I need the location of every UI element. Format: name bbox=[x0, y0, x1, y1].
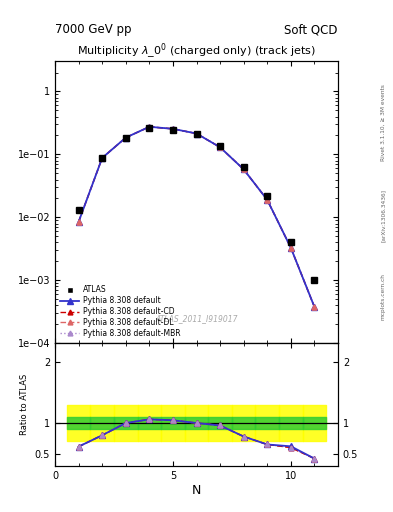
Pythia 8.308 default-CD bbox=[312, 304, 317, 310]
Pythia 8.308 default-CD bbox=[76, 219, 81, 225]
Text: 7000 GeV pp: 7000 GeV pp bbox=[55, 23, 132, 36]
Pythia 8.308 default-MBR bbox=[218, 144, 222, 151]
Pythia 8.308 default-MBR bbox=[100, 155, 105, 161]
Pythia 8.308 default-MBR bbox=[76, 219, 81, 225]
Pythia 8.308 default-CD bbox=[123, 135, 128, 141]
Pythia 8.308 default bbox=[312, 304, 317, 310]
Pythia 8.308 default-MBR bbox=[171, 126, 175, 132]
ATLAS bbox=[218, 143, 222, 150]
Pythia 8.308 default-CD bbox=[265, 197, 270, 203]
Pythia 8.308 default-CD bbox=[218, 144, 222, 151]
Pythia 8.308 default bbox=[194, 131, 199, 137]
Pythia 8.308 default bbox=[265, 197, 270, 203]
Line: ATLAS: ATLAS bbox=[75, 125, 318, 284]
Pythia 8.308 default bbox=[147, 124, 152, 130]
Pythia 8.308 default-DL bbox=[312, 304, 317, 310]
Pythia 8.308 default-CD bbox=[171, 126, 175, 132]
Line: Pythia 8.308 default-CD: Pythia 8.308 default-CD bbox=[76, 124, 317, 309]
Pythia 8.308 default bbox=[76, 219, 81, 225]
Pythia 8.308 default-DL bbox=[123, 135, 128, 141]
Pythia 8.308 default-MBR bbox=[123, 135, 128, 141]
Pythia 8.308 default-CD bbox=[288, 245, 293, 251]
Pythia 8.308 default-DL bbox=[288, 245, 293, 251]
Text: mcplots.cern.ch: mcplots.cern.ch bbox=[381, 273, 386, 321]
Title: Multiplicity $\lambda\_0^0$ (charged only) (track jets): Multiplicity $\lambda\_0^0$ (charged onl… bbox=[77, 41, 316, 61]
ATLAS bbox=[100, 155, 105, 161]
ATLAS bbox=[76, 207, 81, 214]
Pythia 8.308 default-CD bbox=[241, 166, 246, 173]
ATLAS bbox=[123, 135, 128, 141]
Pythia 8.308 default bbox=[171, 126, 175, 132]
Text: Rivet 3.1.10, ≥ 3M events: Rivet 3.1.10, ≥ 3M events bbox=[381, 84, 386, 161]
ATLAS bbox=[194, 131, 199, 137]
Pythia 8.308 default-DL bbox=[194, 131, 199, 137]
Pythia 8.308 default-MBR bbox=[241, 166, 246, 173]
Pythia 8.308 default-DL bbox=[241, 166, 246, 173]
Text: ATLAS_2011_I919017: ATLAS_2011_I919017 bbox=[155, 314, 238, 324]
Pythia 8.308 default-MBR bbox=[265, 197, 270, 203]
Pythia 8.308 default-DL bbox=[171, 126, 175, 132]
Pythia 8.308 default bbox=[241, 166, 246, 173]
X-axis label: N: N bbox=[192, 483, 201, 497]
Pythia 8.308 default-MBR bbox=[312, 304, 317, 310]
Pythia 8.308 default bbox=[100, 155, 105, 161]
Legend: ATLAS, Pythia 8.308 default, Pythia 8.308 default-CD, Pythia 8.308 default-DL, P: ATLAS, Pythia 8.308 default, Pythia 8.30… bbox=[59, 284, 182, 339]
Pythia 8.308 default bbox=[288, 245, 293, 251]
Line: Pythia 8.308 default: Pythia 8.308 default bbox=[76, 124, 317, 310]
Pythia 8.308 default bbox=[218, 144, 222, 151]
ATLAS bbox=[312, 278, 317, 284]
Pythia 8.308 default-CD bbox=[194, 131, 199, 137]
Pythia 8.308 default-MBR bbox=[288, 245, 293, 251]
Pythia 8.308 default-MBR bbox=[194, 131, 199, 137]
Pythia 8.308 default-MBR bbox=[147, 124, 152, 130]
Pythia 8.308 default-DL bbox=[265, 197, 270, 203]
Pythia 8.308 default bbox=[123, 135, 128, 141]
Text: Soft QCD: Soft QCD bbox=[285, 23, 338, 36]
Pythia 8.308 default-DL bbox=[218, 144, 222, 151]
Y-axis label: Ratio to ATLAS: Ratio to ATLAS bbox=[20, 374, 29, 435]
Text: [arXiv:1306.3436]: [arXiv:1306.3436] bbox=[381, 188, 386, 242]
Line: Pythia 8.308 default-MBR: Pythia 8.308 default-MBR bbox=[76, 124, 317, 309]
ATLAS bbox=[147, 125, 152, 132]
Pythia 8.308 default-CD bbox=[100, 155, 105, 161]
ATLAS bbox=[241, 164, 246, 170]
Line: Pythia 8.308 default-DL: Pythia 8.308 default-DL bbox=[76, 124, 317, 309]
ATLAS bbox=[171, 127, 175, 133]
Pythia 8.308 default-DL bbox=[147, 124, 152, 130]
Pythia 8.308 default-DL bbox=[100, 155, 105, 161]
Pythia 8.308 default-CD bbox=[147, 124, 152, 130]
Pythia 8.308 default-DL bbox=[76, 219, 81, 225]
ATLAS bbox=[288, 240, 293, 246]
ATLAS bbox=[265, 193, 270, 199]
